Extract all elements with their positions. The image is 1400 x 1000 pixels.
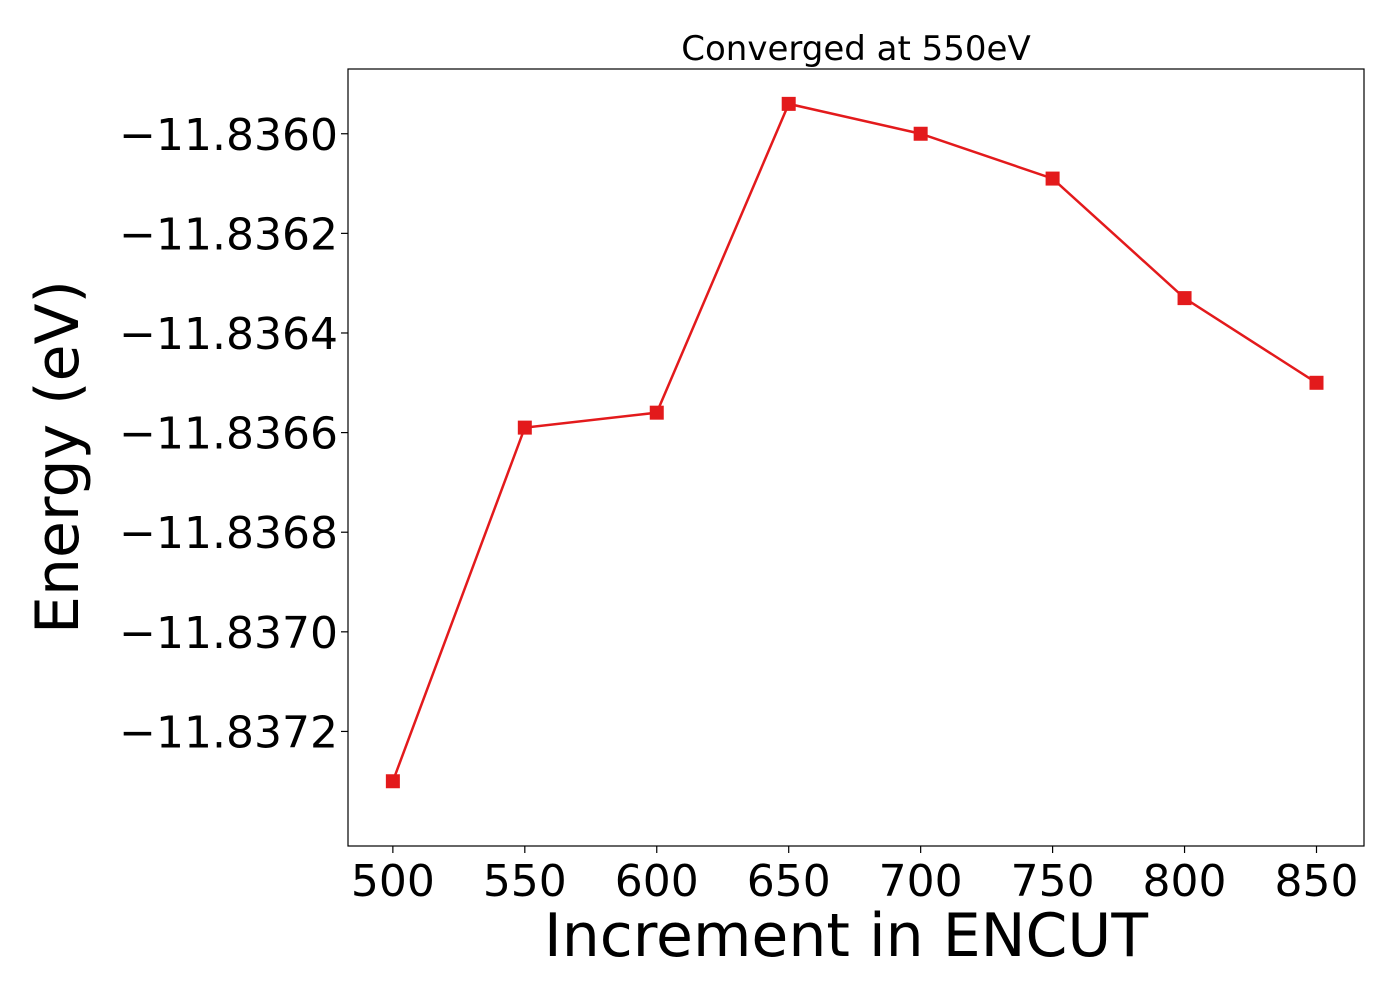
- data-point-marker: [649, 405, 664, 420]
- data-point-marker: [913, 126, 928, 141]
- x-tick-label: 700: [879, 856, 963, 907]
- y-tick-label: −11.8364: [119, 309, 338, 360]
- x-tick-label: 600: [615, 856, 699, 907]
- x-axis-label: Increment in ENCUT: [544, 901, 1148, 971]
- data-point-marker: [385, 774, 400, 789]
- data-point-marker: [1177, 291, 1192, 306]
- y-tick-label: −11.8362: [119, 209, 338, 260]
- data-point-marker: [517, 420, 532, 435]
- x-axis-ticks: 500 550 600 650 700 750 800 850: [351, 846, 1359, 907]
- y-tick-label: −11.8360: [119, 110, 338, 161]
- plot-area: [347, 68, 1365, 847]
- x-tick-label: 650: [747, 856, 831, 907]
- series-layer: [385, 96, 1324, 789]
- y-tick-label: −11.8368: [119, 508, 338, 559]
- x-tick-label: 750: [1011, 856, 1095, 907]
- y-tick-label: −11.8366: [119, 409, 338, 460]
- y-tick-label: −11.8370: [119, 608, 338, 659]
- x-tick-label: 850: [1275, 856, 1359, 907]
- x-tick-label: 800: [1143, 856, 1227, 907]
- data-point-marker: [781, 96, 796, 111]
- y-axis-ticks: −11.8360 −11.8362 −11.8364 −11.8366 −11.8368…: [119, 110, 348, 758]
- chart-title: Converged at 550eV: [681, 29, 1030, 69]
- x-tick-label: 500: [351, 856, 435, 907]
- data-point-marker: [1309, 375, 1324, 390]
- y-tick-label: −11.8372: [119, 707, 338, 758]
- data-point-marker: [1045, 171, 1060, 186]
- series-line: [391, 102, 1318, 782]
- y-axis-label: Energy (eV): [23, 280, 93, 634]
- x-tick-label: 550: [483, 856, 567, 907]
